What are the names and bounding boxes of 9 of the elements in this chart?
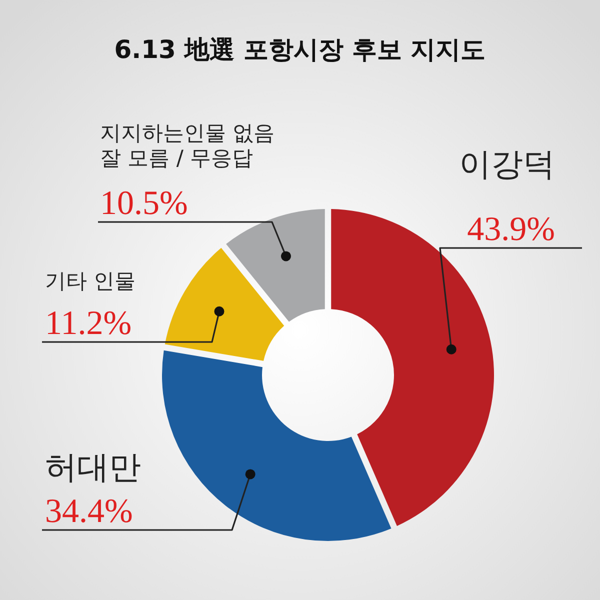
data-label: 10.5% xyxy=(100,185,188,222)
data-label: 11.2% xyxy=(45,305,132,342)
data-label: 43.9% xyxy=(467,211,555,248)
data-label: 34.4% xyxy=(45,493,133,530)
slice-label: 기타 인물 xyxy=(45,269,136,293)
slice-label: 지지하는인물 없음 잘 모름 / 무응답 xyxy=(100,121,275,170)
chart-title: 6.13 地選 포항시장 후보 지지도 xyxy=(114,35,486,64)
slice-label: 이강덕 xyxy=(459,145,555,183)
slice-label: 허대만 xyxy=(45,448,141,486)
